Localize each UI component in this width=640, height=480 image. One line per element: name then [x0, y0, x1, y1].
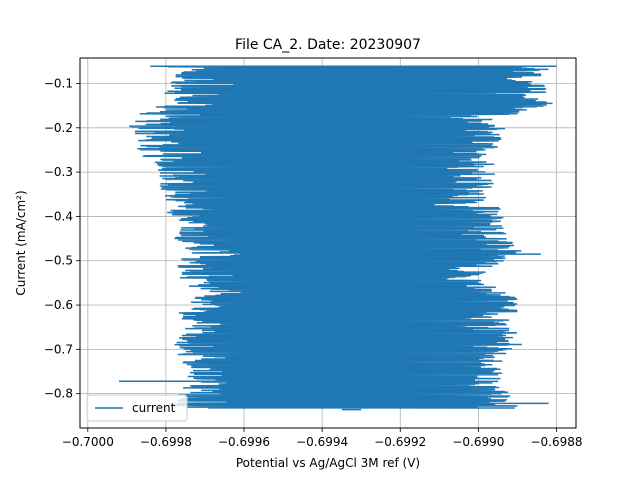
- y-tick-label: −0.4: [44, 209, 73, 223]
- y-tick-label: −0.2: [44, 121, 73, 135]
- x-tick-label: −0.6994: [296, 435, 348, 449]
- x-tick-label: −0.6992: [374, 435, 426, 449]
- y-tick-label: −0.1: [44, 76, 73, 90]
- y-tick-label: −0.7: [44, 342, 73, 356]
- x-tick-label: −0.7000: [62, 435, 114, 449]
- series-line-current: [119, 65, 557, 411]
- chart-title: File CA_2. Date: 20230907: [235, 37, 421, 53]
- plot-frame: [79, 57, 577, 429]
- series-current: [119, 65, 557, 411]
- y-tick-label: −0.3: [44, 165, 73, 179]
- legend: current: [86, 394, 188, 422]
- x-axis-label: Potential vs Ag/AgCl 3M ref (V): [236, 456, 420, 470]
- y-tick-label: −0.5: [44, 254, 73, 268]
- y-tick-label: −0.6: [44, 298, 73, 312]
- y-tick-label: −0.8: [44, 387, 73, 401]
- legend-box: [86, 394, 188, 422]
- x-axis: −0.7000 −0.6998 −0.6996 −0.6994 −0.6992 −0.69…: [62, 428, 582, 449]
- x-tick-label: −0.6998: [140, 435, 192, 449]
- x-tick-label: −0.6988: [530, 435, 582, 449]
- x-tick-label: −0.6990: [452, 435, 504, 449]
- y-axis: −0.1 −0.2 −0.3 −0.4 −0.5 −0.6 −0.7 −0.8: [44, 76, 80, 401]
- y-axis-label: Current (mA/cm²): [14, 190, 28, 295]
- legend-label-current: current: [132, 401, 176, 415]
- x-tick-label: −0.6996: [218, 435, 270, 449]
